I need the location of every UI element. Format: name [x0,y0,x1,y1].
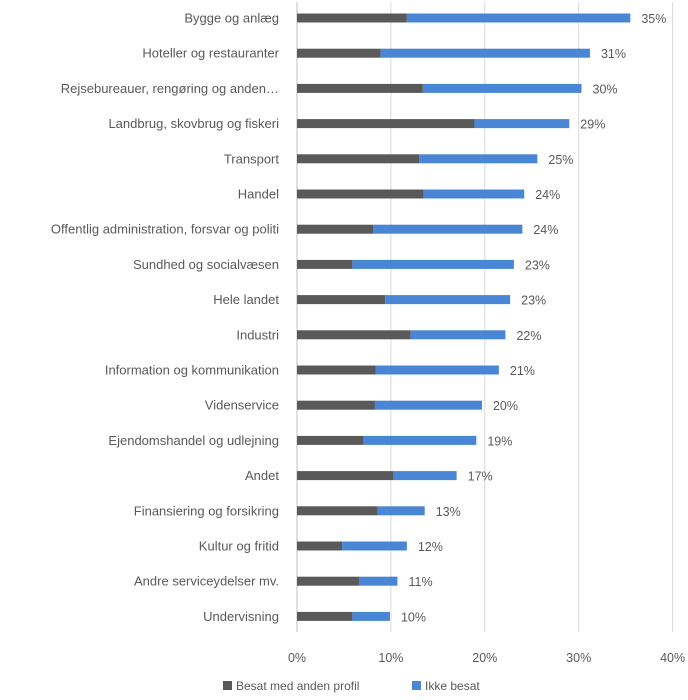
bar-segment [410,330,506,340]
category-label: Andre serviceydelser mv. [134,574,279,589]
category-label: Offentlig administration, forsvar og pol… [51,222,279,237]
legend-swatch [412,681,421,690]
category-label: Information og kommunikation [105,363,279,378]
bar-segment [297,330,411,340]
bar-segment [297,119,475,129]
data-label: 17% [468,470,493,484]
data-label: 30% [593,82,618,96]
category-label: Videnservice [205,398,279,413]
category-label: Rejsebureauer, rengøring og anden… [61,81,279,96]
data-label: 21% [510,364,535,378]
bar-segment [297,611,353,621]
x-tick-label: 30% [566,651,591,665]
data-label: 10% [401,610,426,624]
bar-segment [377,506,425,516]
x-tick-label: 10% [378,651,403,665]
category-label: Handel [238,187,279,202]
category-labels: Bygge og anlæg Hoteller og restauranter Re… [51,11,280,624]
category-label: Ejendomshandel og udlejning [108,433,279,448]
data-label: 23% [525,258,550,272]
data-label: 19% [487,434,512,448]
bar-segment [297,541,343,551]
bar-segment [422,83,582,93]
bar-segment [373,224,523,234]
x-axis-ticks: 0% 10% 20% 30% 40% [288,651,685,665]
bar-segment [297,365,376,375]
bar-segment [297,189,424,199]
data-label: 23% [521,294,546,308]
bar-segment [297,83,423,93]
data-label: 24% [535,188,560,202]
x-tick-label: 20% [472,651,497,665]
category-label: Undervisning [203,609,279,624]
category-label: Finansiering og forsikring [134,503,279,518]
category-label: Sundhed og socialvæsen [133,257,279,272]
bar-segment [474,119,570,129]
bar-segment [419,154,538,164]
bar-segment [297,506,378,516]
bar-segment [423,189,525,199]
data-label: 11% [408,575,432,589]
legend-label: Ikke besat [425,679,480,693]
bar-segment [297,48,381,58]
bars [297,13,631,621]
category-label: Industri [236,327,279,342]
category-label: Hele landet [213,292,279,307]
data-label: 25% [548,153,573,167]
bar-segment [297,576,359,586]
category-label: Hoteller og restauranter [142,46,279,61]
bar-segment [375,365,499,375]
bar-segment [297,471,394,481]
bar-segment [358,576,398,586]
bar-segment [352,259,514,269]
gridlines [296,2,674,632]
category-label: Kultur og fritid [199,539,279,554]
category-label: Bygge og anlæg [184,11,279,26]
bar-segment [297,295,386,305]
data-label: 31% [601,47,626,61]
data-labels: 35% 31% 30% 29% 25% 24% 24% 23% 23% 22% 21% 20% 19% 1… [401,12,666,624]
category-label: Landbrug, skovbrug og fiskeri [108,116,279,131]
bar-segment [352,611,390,621]
legend: Besat med anden profil Ikke besat [223,679,480,693]
data-label: 24% [533,223,558,237]
bar-segment [297,259,353,269]
bar-segment [297,154,420,164]
legend-swatch [223,681,232,690]
bar-segment [385,295,511,305]
data-label: 35% [641,12,666,26]
category-label: Transport [224,151,280,166]
bar-segment [406,13,631,23]
data-label: 29% [580,118,605,132]
data-label: 13% [436,505,461,519]
x-tick-label: 40% [660,651,685,665]
bar-segment [380,48,590,58]
data-label: 12% [418,540,443,554]
bar-segment [374,400,482,410]
data-label: 22% [516,329,541,343]
bar-segment [297,224,374,234]
bar-segment [297,400,375,410]
bar-segment [297,435,364,445]
category-label: Andet [245,468,279,483]
bar-segment [393,471,457,481]
bar-segment [342,541,407,551]
legend-label: Besat med anden profil [236,679,359,693]
x-tick-label: 0% [288,651,306,665]
bar-segment [297,13,407,23]
data-label: 20% [493,399,518,413]
bar-segment [363,435,477,445]
